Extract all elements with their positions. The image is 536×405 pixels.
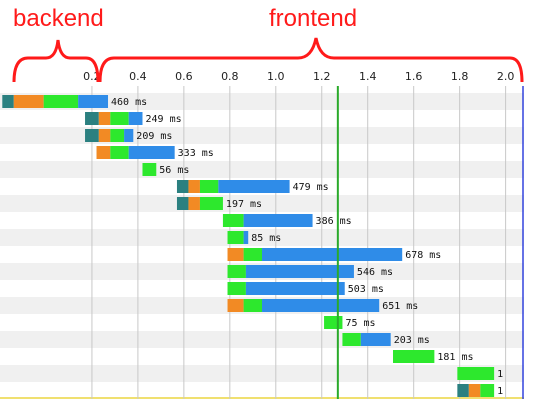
- duration-label: 249 ms: [145, 114, 181, 125]
- ttfb-segment: [393, 350, 435, 363]
- download-segment: [243, 214, 313, 227]
- download-segment: [245, 265, 354, 278]
- ttfb-segment: [199, 197, 223, 210]
- ttfb-segment: [227, 265, 246, 278]
- dns-segment: [457, 384, 469, 397]
- ttfb-segment: [342, 333, 361, 346]
- connect-segment: [98, 129, 111, 142]
- duration-label: 333 ms: [178, 148, 214, 159]
- connect-segment: [13, 95, 44, 108]
- ttfb-segment: [243, 299, 262, 312]
- duration-label: 503 ms: [348, 284, 384, 295]
- ttfb-segment: [324, 316, 343, 329]
- download-segment: [128, 146, 175, 159]
- duration-label: 386 ms: [316, 216, 352, 227]
- frontend-brace: [98, 37, 524, 83]
- connect-segment: [227, 299, 244, 312]
- x-tick-label: 2.0: [497, 70, 515, 83]
- duration-label: 479 ms: [293, 182, 329, 193]
- row-stripe: [0, 229, 524, 246]
- download-segment: [243, 231, 249, 244]
- dns-segment: [176, 180, 189, 193]
- brace-annotations: backend frontend: [12, 5, 524, 83]
- row-stripe: [0, 127, 524, 144]
- ttfb-segment: [457, 367, 495, 380]
- ttfb-segment: [110, 112, 129, 125]
- row-stripe: [0, 161, 524, 178]
- dns-segment: [176, 197, 189, 210]
- frontend-label: frontend: [269, 5, 357, 32]
- connect-segment: [188, 180, 200, 193]
- row-stripe: [0, 331, 524, 348]
- connect-segment: [96, 146, 111, 159]
- bottom-line: [0, 397, 524, 399]
- ttfb-segment: [142, 163, 157, 176]
- download-segment: [128, 112, 143, 125]
- download-segment: [360, 333, 391, 346]
- row-stripe: [0, 365, 524, 382]
- duration-label: 56 ms: [159, 165, 189, 176]
- download-segment: [78, 95, 109, 108]
- gridlines: [91, 86, 507, 399]
- connect-segment: [227, 248, 244, 261]
- ttfb-segment: [227, 282, 246, 295]
- row-stripe: [0, 93, 524, 110]
- duration-label: 1: [497, 386, 503, 397]
- x-tick-label: 1.4: [359, 70, 377, 83]
- ttfb-segment: [199, 180, 219, 193]
- duration-label: 75 ms: [345, 318, 375, 329]
- duration-label: 460 ms: [111, 97, 147, 108]
- x-tick-label: 0.8: [221, 70, 239, 83]
- x-tick-label: 1.0: [267, 70, 285, 83]
- duration-label: 203 ms: [394, 335, 430, 346]
- download-segment: [262, 299, 380, 312]
- row-stripe: [0, 195, 524, 212]
- download-segment: [124, 129, 134, 142]
- duration-label: 678 ms: [405, 250, 441, 261]
- x-tick-label: 0.6: [175, 70, 193, 83]
- dns-segment: [85, 112, 99, 125]
- dns-segment: [2, 95, 14, 108]
- x-axis-ticks: 0.2 0.4 0.6 0.8 1.0 1.2 1.4 1.6 1.8 2.0: [83, 70, 514, 83]
- ttfb-segment: [480, 384, 495, 397]
- duration-label: 181 ms: [437, 352, 473, 363]
- download-segment: [262, 248, 403, 261]
- x-tick-label: 1.6: [405, 70, 423, 83]
- connect-segment: [188, 197, 200, 210]
- connect-segment: [98, 112, 111, 125]
- duration-label: 651 ms: [382, 301, 418, 312]
- x-tick-label: 1.2: [313, 70, 331, 83]
- ttfb-segment: [110, 146, 129, 159]
- ttfb-segment: [110, 129, 125, 142]
- ttfb-segment: [222, 214, 244, 227]
- duration-label: 209 ms: [136, 131, 172, 142]
- backend-brace: [12, 39, 100, 83]
- x-tick-label: 0.4: [129, 70, 147, 83]
- connect-segment: [468, 384, 481, 397]
- duration-label: 197 ms: [226, 199, 262, 210]
- duration-label: 1: [497, 369, 503, 380]
- download-segment: [218, 180, 290, 193]
- ttfb-segment: [43, 95, 79, 108]
- x-tick-label: 1.8: [451, 70, 469, 83]
- backend-label: backend: [13, 5, 104, 32]
- duration-label: 85 ms: [251, 233, 281, 244]
- duration-label: 546 ms: [357, 267, 393, 278]
- download-segment: [245, 282, 345, 295]
- request-bars: 460 ms 249 ms 209 ms 333 ms 56 ms 479 ms 197 m…: [2, 95, 503, 397]
- timing-markers: [336, 86, 524, 399]
- ttfb-segment: [243, 248, 262, 261]
- ttfb-segment: [227, 231, 244, 244]
- dns-segment: [85, 129, 99, 142]
